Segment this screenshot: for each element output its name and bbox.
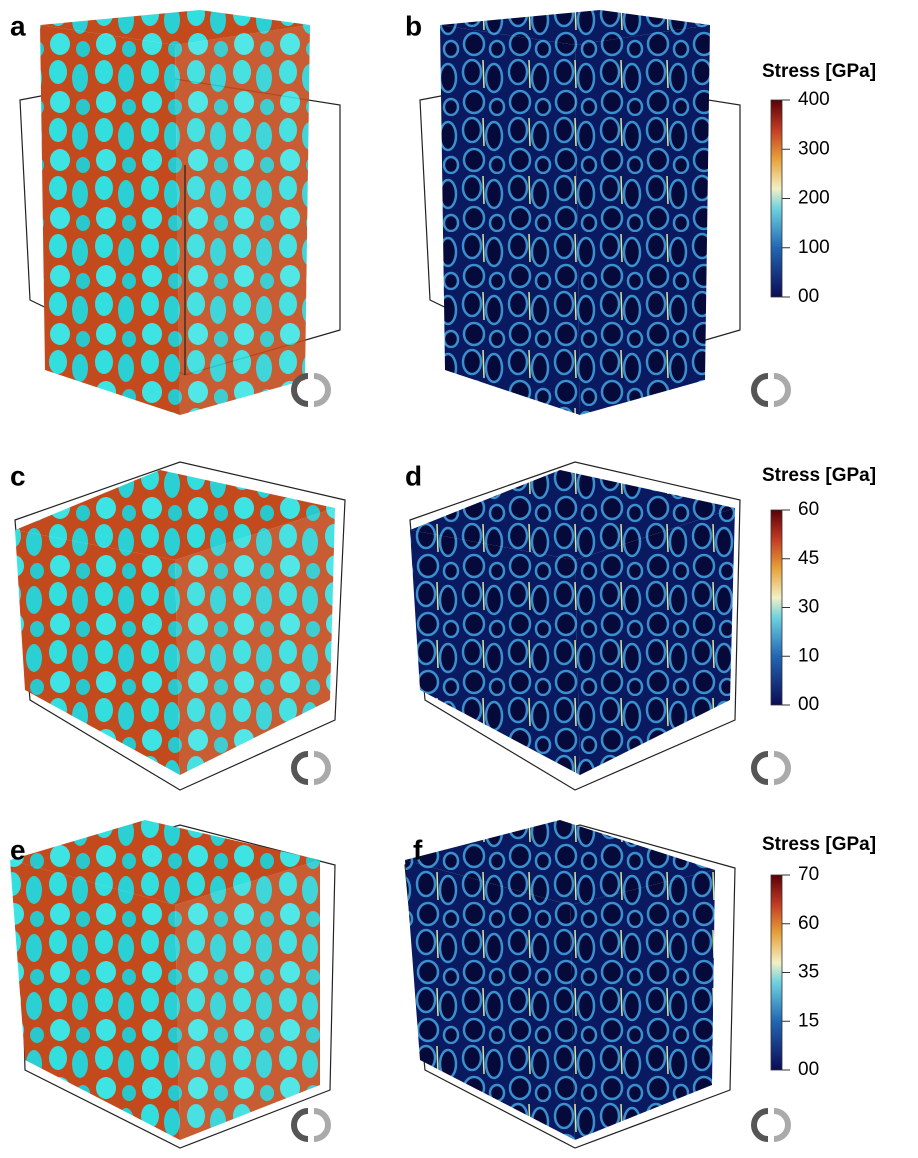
colorbar xyxy=(771,510,782,705)
panel-label: d xyxy=(405,460,422,491)
panel-label: e xyxy=(10,834,26,865)
colorbar-tick-label: 70 xyxy=(798,864,819,885)
panel-e-render xyxy=(10,820,335,1148)
colorbar-tick-label: 400 xyxy=(798,89,830,110)
colorbar-title: Stress [GPa] xyxy=(762,61,876,82)
panel-d-render xyxy=(410,462,740,790)
colorbar-tick-label: 100 xyxy=(798,237,830,258)
colorbar xyxy=(771,100,782,297)
panel-label: a xyxy=(10,10,26,41)
panel-label: f xyxy=(413,834,423,865)
colorbar-tick-label: 00 xyxy=(798,286,819,307)
colorbar-tick-label: 15 xyxy=(798,1010,819,1031)
colorbar-tick-label: 60 xyxy=(798,499,819,520)
panel-a-render xyxy=(20,10,340,415)
colorbar-title: Stress [GPa] xyxy=(762,465,876,486)
panel-f-render xyxy=(405,820,735,1148)
panel-c-render xyxy=(15,462,345,790)
colorbar xyxy=(771,875,782,1070)
colorbar-tick-label: 00 xyxy=(798,1059,819,1080)
panel-label: b xyxy=(405,10,422,41)
colorbar-tick-label: 10 xyxy=(798,645,819,666)
colorbar-tick-label: 300 xyxy=(798,138,830,159)
colorbar-tick-label: 35 xyxy=(798,962,819,983)
colorbar-tick-label: 60 xyxy=(798,913,819,934)
panel-b-render xyxy=(420,10,740,415)
colorbar-tick-label: 00 xyxy=(798,694,819,715)
colorbar-tick-label: 200 xyxy=(798,188,830,209)
colorbar-title: Stress [GPa] xyxy=(762,834,876,855)
panel-label: c xyxy=(10,460,26,491)
colorbar-tick-label: 30 xyxy=(798,597,819,618)
figure: a b c d e f Stress [GPa] 400 300 200 100 00 St… xyxy=(0,0,918,1153)
colorbar-tick-label: 45 xyxy=(798,548,819,569)
